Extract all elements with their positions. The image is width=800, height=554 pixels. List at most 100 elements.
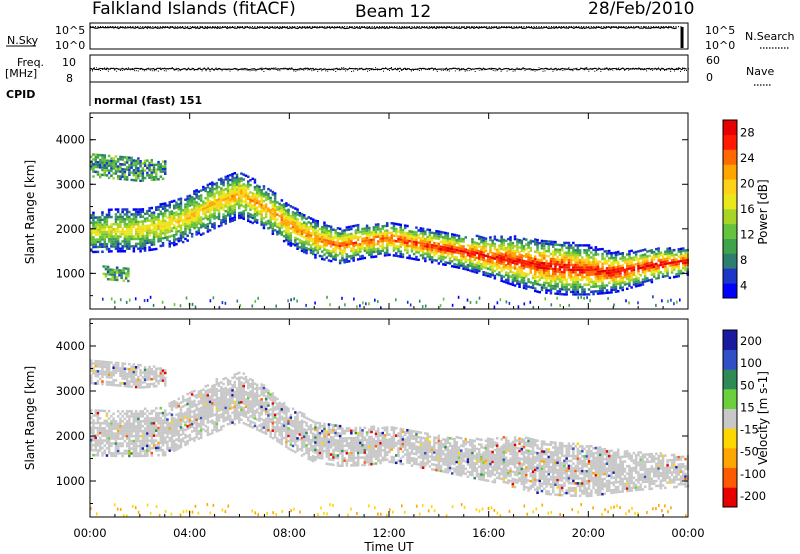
echo-cell [545,269,548,272]
echo-cell [329,230,333,233]
echo-cell [123,178,127,181]
echo-cell [345,226,349,229]
echo-cell [621,252,624,255]
echo-cell [213,217,216,220]
echo-cell [116,175,120,178]
echo-cell [168,432,171,435]
echo-cell [540,239,544,243]
echo-cell [190,213,194,216]
echo-cell [130,245,133,248]
echo-cell [478,267,481,270]
echo-cell [114,237,118,241]
echo-cell [608,271,611,275]
echo-cell [298,226,302,230]
echo-cell [197,222,201,225]
echo-cell [439,255,443,258]
scatter-cell [529,300,532,304]
echo-cell [392,242,396,245]
echo-cell [558,258,562,261]
echo-cell [119,442,122,445]
nave-dot [141,69,143,71]
echo-cell [336,241,340,245]
echo-cell [132,178,136,182]
nave-dot [243,69,245,71]
echo-cell [175,233,178,236]
echo-cell [146,159,149,162]
echo-cell [132,223,136,226]
echo-cell [370,243,373,246]
echo-cell [282,222,286,226]
echo-cell [217,217,221,221]
echo-cell [603,257,606,260]
echo-cell [105,412,109,415]
echo-cell [464,265,467,269]
echo-cell [590,268,593,271]
echo-cell [574,254,577,257]
echo-cell [619,272,622,275]
scatter-cell [676,300,678,304]
echo-cell [338,232,342,235]
echo-cell [563,268,566,272]
echo-cell [107,169,111,172]
echo-cell [484,244,488,248]
echo-cell [576,249,580,252]
nave-dot [105,67,107,69]
echo-cell [226,191,230,195]
echo-cell [233,216,236,219]
echo-cell [480,263,483,266]
echo-cell [334,241,337,244]
echo-cell [170,227,174,230]
echo-cell [374,223,378,226]
echo-cell [94,444,97,447]
echo-cell [99,431,102,435]
echo-cell [478,259,481,263]
echo-cell [113,271,117,274]
echo-cell [161,421,165,425]
echo-cell [318,254,322,258]
scatter-cell [421,305,424,308]
echo-cell [186,212,189,215]
echo-cell [408,235,411,238]
echo-cell [486,272,490,275]
echo-cell [164,229,167,232]
echo-cell [247,197,250,200]
echo-cell [444,241,447,244]
echo-cell [545,274,548,277]
echo-cell [484,274,488,277]
nave-dot [175,67,177,69]
echo-cell [464,250,467,254]
echo-cell [262,187,266,191]
nave-dot [283,67,285,69]
echo-cell [592,290,595,293]
echo-cell [590,273,593,276]
echo-cell [498,273,501,277]
echo-cell [92,453,95,457]
echo-cell [170,220,174,223]
echo-cell [107,424,111,428]
echo-cell [336,254,340,257]
echo-cell [107,211,111,214]
echo-cell [574,244,577,247]
echo-cell [184,416,187,419]
echo-cell [130,227,133,231]
echo-cell [457,239,461,243]
nave-dot [325,70,327,72]
echo-cell [569,276,573,279]
echo-cell [92,168,95,171]
echo-cell [379,227,382,231]
echo-cell [316,251,319,255]
echo-cell [188,226,192,229]
echo-cell [522,274,526,277]
echo-cell [392,229,396,233]
echo-cell [509,282,512,286]
echo-cell [430,236,434,239]
echo-cell [264,213,268,216]
echo-cell [242,200,245,203]
echo-cell [379,237,382,241]
colorbar-segment [723,223,737,239]
echo-cell [181,221,185,224]
plot-title: Falkland Islands (fitACF) [92,0,296,19]
echo-cell [134,237,138,241]
echo-cell [316,220,319,223]
echo-cell [491,271,494,274]
